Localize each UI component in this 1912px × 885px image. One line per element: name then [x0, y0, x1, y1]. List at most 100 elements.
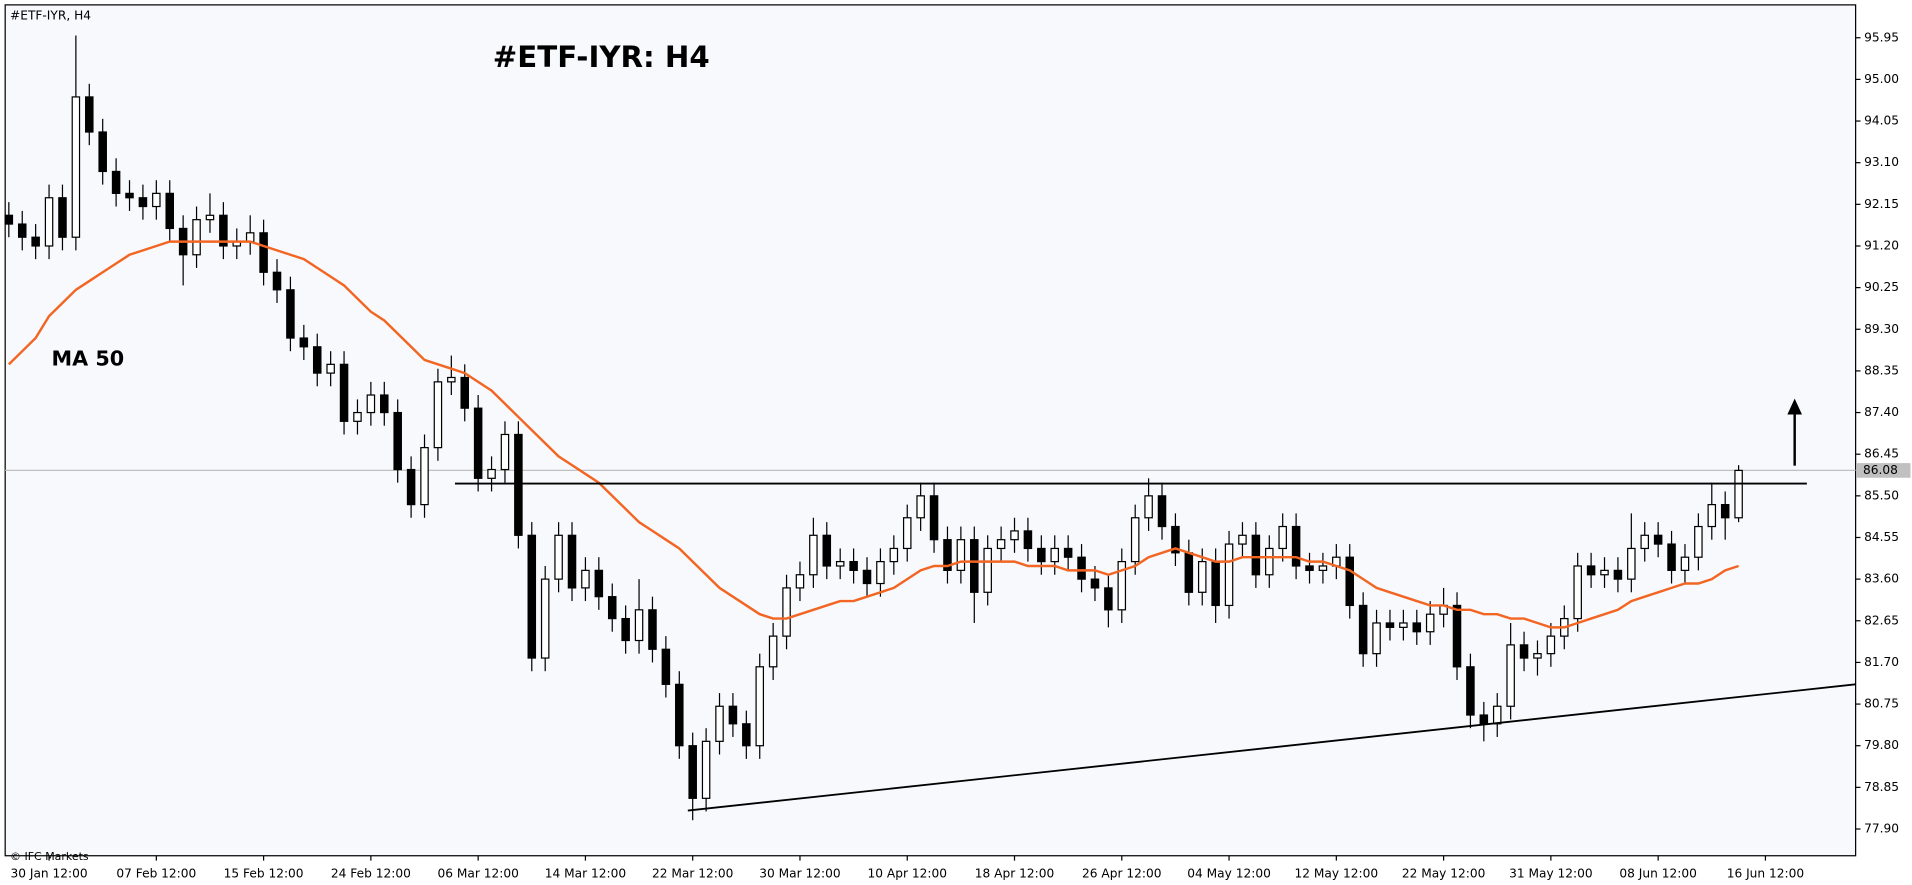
candle-body [1224, 543, 1234, 607]
candle-body [380, 394, 389, 414]
candle-body [487, 468, 496, 479]
y-tick-label: 95.00 [1864, 72, 1899, 86]
candle-body [554, 534, 563, 580]
candle-body [1197, 560, 1207, 593]
candle-body [4, 214, 14, 225]
candle-body [1452, 604, 1462, 668]
x-tick-label: 04 May 12:00 [1187, 867, 1271, 881]
candle-body [1372, 622, 1381, 655]
candle-body [219, 214, 228, 247]
candle-body [299, 337, 309, 348]
candle-body [1412, 622, 1422, 633]
y-tick-label: 90.25 [1864, 280, 1899, 294]
x-tick-label: 30 Mar 12:00 [759, 867, 840, 881]
x-tick-label: 14 Mar 12:00 [545, 867, 626, 881]
candle-body [85, 96, 94, 133]
candle-body [17, 223, 27, 238]
ma-label: MA 50 [51, 347, 124, 371]
candle-body [728, 705, 738, 725]
candle-body [152, 192, 161, 208]
candle-body [98, 131, 107, 173]
y-tick-label: 89.30 [1864, 322, 1899, 336]
candle-body [943, 539, 952, 571]
candle-body [1519, 644, 1529, 659]
candle-body [1600, 569, 1609, 576]
candle-body [1050, 547, 1060, 563]
candle-body [970, 539, 979, 593]
candle-body [1640, 534, 1650, 550]
candle-body [581, 569, 590, 589]
candle-body [876, 560, 885, 585]
y-tick-label: 94.05 [1864, 114, 1899, 128]
ma-line [7, 240, 1739, 629]
candle-body [1010, 530, 1019, 541]
candle-body [272, 271, 282, 291]
candle-body [1425, 613, 1435, 633]
candle-body [205, 214, 215, 221]
candle-body [1546, 635, 1556, 655]
y-tick-label: 78.85 [1864, 780, 1899, 794]
candle-body [1251, 534, 1261, 576]
candle-body [1734, 469, 1743, 519]
symbol-label: #ETF-IYR, H4 [10, 8, 91, 22]
candle-body [1117, 560, 1127, 611]
x-tick-label: 22 May 12:00 [1402, 867, 1486, 881]
candle-body [500, 433, 510, 471]
last-price-box [1856, 463, 1911, 478]
candle-body [339, 363, 349, 422]
candle-body [835, 560, 845, 567]
candle-body [1492, 705, 1502, 725]
candle-body [473, 407, 483, 479]
candle-body [286, 289, 295, 339]
last-price-label: 86.08 [1863, 463, 1898, 477]
candle-body [460, 376, 470, 409]
candle-body [567, 534, 577, 589]
candle-body [1358, 604, 1368, 655]
candle-body [1037, 547, 1046, 563]
candle-body [688, 745, 697, 799]
candle-body [312, 346, 322, 374]
candle-body [31, 236, 40, 247]
x-tick-label: 22 Mar 12:00 [652, 867, 733, 881]
candle-body [916, 495, 925, 519]
candle-body [621, 617, 630, 642]
candle-body [1479, 714, 1489, 725]
candle-body [1627, 547, 1636, 580]
candle-body [1707, 504, 1717, 528]
y-tick-label: 86.45 [1864, 447, 1899, 461]
candle-body [755, 666, 765, 747]
candle-body [1653, 534, 1663, 545]
candle-body [902, 517, 912, 550]
candle-body [822, 534, 832, 567]
up-arrow [1787, 398, 1802, 466]
candle-body [1278, 525, 1287, 550]
candle-body [983, 547, 992, 593]
candle-body [675, 683, 684, 747]
candle-body [996, 539, 1006, 550]
y-tick-label: 95.95 [1864, 30, 1899, 44]
candle-body [634, 609, 644, 642]
candle-body [742, 723, 751, 747]
x-tick-label: 07 Feb 12:00 [116, 867, 196, 881]
candle-body [1506, 644, 1515, 707]
candle-body [353, 411, 362, 422]
x-tick-label: 08 Jun 12:00 [1619, 867, 1696, 881]
candle-body [1586, 565, 1596, 576]
candle-body [540, 578, 550, 659]
support-line [687, 683, 1856, 812]
candle-body [245, 232, 255, 243]
candle-body [1385, 622, 1395, 628]
candle-body [1291, 525, 1301, 567]
candle-body [406, 468, 416, 506]
candle-body [1130, 517, 1140, 563]
candle-body [1466, 666, 1475, 716]
candle-body [1694, 525, 1703, 558]
candle-body [366, 394, 376, 414]
candle-body [1144, 495, 1153, 519]
candle-body [1184, 552, 1194, 593]
candle-body [929, 495, 939, 541]
candle-body [1063, 547, 1073, 558]
candle-body [1265, 547, 1274, 576]
candle-body [1238, 534, 1247, 545]
